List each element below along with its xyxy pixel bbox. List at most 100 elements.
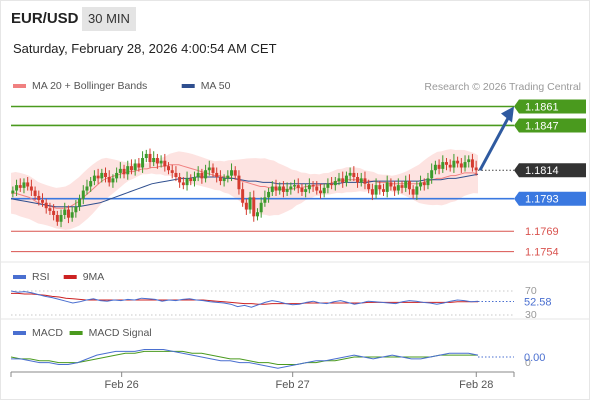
candle-body: [396, 185, 400, 191]
candle-body: [37, 195, 41, 201]
candle-body: [141, 158, 145, 168]
candle-body: [330, 183, 334, 186]
chart-datetime: Saturday, February 28, 2026 4:00:54 AM C…: [13, 41, 277, 56]
candle-body: [33, 190, 37, 196]
candle-body: [163, 160, 167, 167]
candle-body: [411, 189, 415, 195]
legend-label: MACD: [32, 327, 63, 339]
candle-body: [278, 186, 282, 191]
candle-body: [359, 178, 363, 183]
candle-body: [122, 168, 126, 175]
candle-body: [133, 163, 137, 171]
candle-body: [344, 175, 348, 183]
legend-label: MACD Signal: [89, 327, 152, 339]
candle-body: [107, 177, 111, 183]
candle-body: [22, 182, 26, 188]
candle-body: [215, 172, 219, 177]
rsi-tick-label: 30: [525, 309, 537, 321]
level-tag: [514, 99, 586, 114]
candle-body: [100, 172, 104, 179]
candle-body: [63, 209, 67, 215]
candle-body: [81, 190, 85, 199]
candle-body: [118, 168, 122, 173]
candle-body: [185, 178, 189, 186]
candle-body: [293, 185, 297, 187]
candle-body: [374, 185, 378, 195]
candle-body: [326, 183, 330, 188]
x-tick-label: Feb 28: [459, 379, 493, 391]
level-label: 1.1793: [525, 194, 559, 206]
pair-title: EUR/USD: [11, 10, 79, 27]
rsi-ma9-line: [11, 292, 478, 305]
candle-body: [289, 186, 293, 190]
candle-body: [196, 172, 200, 177]
candle-body: [15, 185, 19, 191]
candle-body: [29, 186, 33, 191]
candle-body: [456, 160, 460, 164]
candle-body: [393, 186, 397, 191]
candle-body: [129, 166, 133, 171]
legend-label: RSI: [32, 271, 50, 283]
candle-body: [255, 212, 259, 217]
candle-body: [204, 170, 208, 179]
candle-body: [96, 175, 100, 179]
candle-body: [341, 178, 345, 183]
candle-body: [470, 159, 474, 168]
candle-body: [41, 200, 45, 203]
x-tick-label: Feb 26: [105, 379, 139, 391]
candle-body: [159, 160, 163, 164]
candle-body: [207, 167, 211, 171]
candle-body: [115, 172, 119, 179]
candle-body: [148, 153, 152, 163]
candle-body: [167, 166, 171, 171]
candle-body: [263, 197, 267, 203]
candle-body: [352, 172, 356, 177]
candle-body: [385, 182, 389, 192]
candle-body: [400, 185, 404, 188]
candle-body: [315, 186, 319, 191]
candle-body: [48, 208, 52, 211]
candle-body: [52, 210, 56, 215]
candle-body: [152, 158, 156, 163]
candle-body: [311, 185, 315, 187]
candle-body: [304, 189, 308, 192]
level-label: 1.1814: [525, 165, 559, 177]
legend-swatch: [63, 275, 77, 279]
candle-body: [363, 178, 367, 184]
legend-swatch: [13, 84, 26, 88]
candle-body: [92, 175, 96, 182]
candle-body: [337, 178, 341, 182]
candle-body: [415, 186, 419, 195]
candle-body: [126, 166, 130, 175]
candle-body: [333, 181, 337, 186]
candle-body: [11, 190, 15, 194]
candle-body: [89, 181, 93, 187]
x-tick-label: Feb 27: [276, 379, 310, 391]
candle-body: [59, 214, 63, 222]
candle-body: [307, 185, 311, 190]
candle-body: [281, 186, 285, 192]
candle-body: [200, 172, 204, 179]
candle-body: [70, 212, 74, 218]
timeframe-badge[interactable]: 30 MIN: [82, 7, 136, 31]
candle-body: [78, 198, 82, 207]
candle-body: [244, 202, 248, 210]
watermark-text: Research © 2026 Trading Central: [424, 81, 581, 93]
candle-body: [437, 164, 441, 169]
candle-body: [218, 177, 222, 182]
candle-body: [55, 214, 59, 222]
rsi-current-label: 52.58: [524, 296, 552, 308]
candle-body: [389, 182, 393, 187]
rsi-tick-label: 70: [525, 285, 537, 297]
candle-body: [137, 163, 141, 168]
candle-body: [104, 172, 108, 177]
candle-body: [422, 182, 426, 186]
macd-tick-label: 0: [525, 357, 531, 369]
legend-swatch: [181, 84, 195, 88]
level-label: 1.1769: [525, 226, 559, 238]
macd-current-label: 0.00: [524, 352, 545, 364]
candle-body: [356, 177, 360, 183]
candle-body: [74, 206, 78, 213]
candle-body: [300, 187, 304, 192]
